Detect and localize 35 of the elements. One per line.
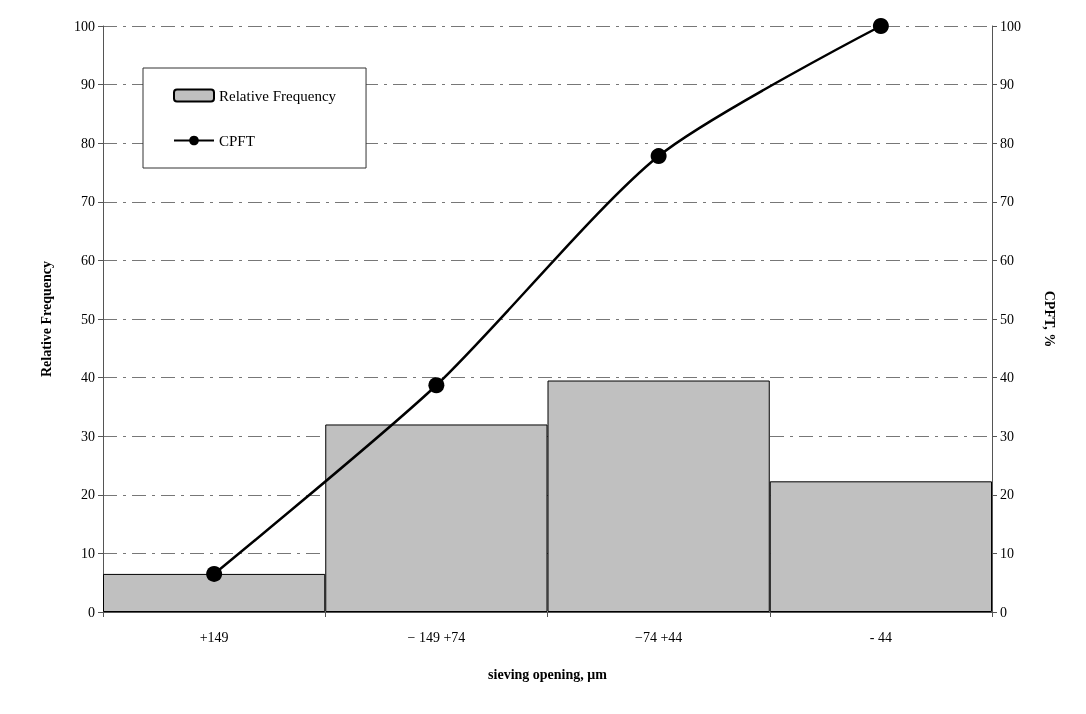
y-tick-label: 70 xyxy=(81,194,95,210)
y2-tick-label: 80 xyxy=(1000,135,1014,151)
legend-label: Relative Frequency xyxy=(219,87,337,104)
y-tick-label: 100 xyxy=(74,18,95,34)
y-tick-label: 30 xyxy=(81,428,95,444)
y-tick-label: 50 xyxy=(81,311,95,327)
y-tick-label: 10 xyxy=(81,545,95,561)
x-axis-title: sieving opening, μm xyxy=(488,666,608,682)
y2-tick-label: 90 xyxy=(1000,77,1014,93)
y2-tick-label: 100 xyxy=(1000,18,1021,34)
x-tick-label: +149 xyxy=(199,629,229,645)
y2-axis-title: CPFT, % xyxy=(1041,290,1057,348)
y2-tick-label: 20 xyxy=(1000,487,1014,503)
point xyxy=(206,565,223,582)
y2-tick-label: 60 xyxy=(1000,252,1014,268)
y2-tick-label: 40 xyxy=(1000,370,1014,386)
y2-tick-label: 10 xyxy=(1000,545,1014,561)
point xyxy=(872,18,889,34)
y-tick-label: 40 xyxy=(81,370,95,386)
y-axis-title: Relative Frequency xyxy=(38,261,54,377)
y2-tick-label: 30 xyxy=(1000,428,1014,444)
y2-tick-label: 70 xyxy=(1000,194,1014,210)
y2-tick-label: 50 xyxy=(1000,311,1014,327)
x-tick-label: −74 +44 xyxy=(634,629,683,645)
y-tick-label: 20 xyxy=(81,487,95,503)
y-tick-label: 0 xyxy=(88,604,95,620)
x-tick-label: − 149 +74 xyxy=(407,629,466,645)
y-tick-label: 60 xyxy=(81,252,95,268)
y-tick-label: 90 xyxy=(81,77,95,93)
legend-label: CPFT xyxy=(219,132,255,149)
y2-tick-label: 0 xyxy=(1000,604,1007,620)
x-tick-label: - 44 xyxy=(869,629,892,645)
point xyxy=(650,148,667,165)
point xyxy=(428,377,445,394)
y-tick-label: 80 xyxy=(81,135,95,151)
